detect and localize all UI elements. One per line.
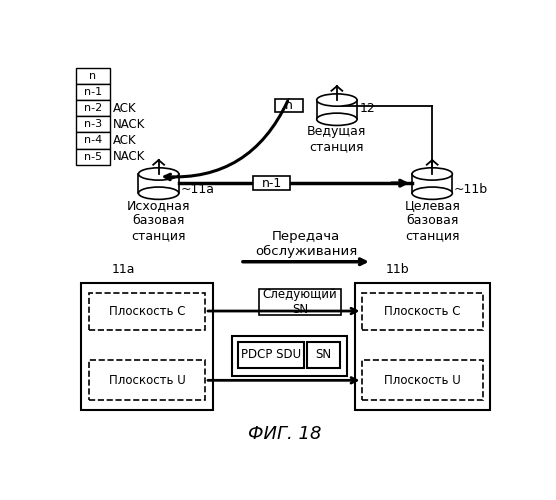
Bar <box>76 68 110 84</box>
Text: Плоскость С: Плоскость С <box>109 304 185 318</box>
Bar <box>76 148 110 164</box>
Bar <box>363 360 483 401</box>
Text: 12: 12 <box>359 102 375 116</box>
Bar <box>355 284 490 410</box>
Text: n-3: n-3 <box>84 120 102 130</box>
Ellipse shape <box>412 168 453 180</box>
Text: 11b: 11b <box>386 262 409 276</box>
Text: NACK: NACK <box>113 150 145 163</box>
Text: n: n <box>285 99 293 112</box>
Bar <box>232 336 347 376</box>
Bar <box>239 342 304 368</box>
Text: n-1: n-1 <box>262 176 282 190</box>
Text: 11a: 11a <box>112 262 136 276</box>
Text: Плоскость С: Плоскость С <box>384 304 461 318</box>
Bar <box>76 116 110 132</box>
Text: n-2: n-2 <box>83 103 102 113</box>
Text: Плоскость U: Плоскость U <box>108 374 185 387</box>
Text: ~11b: ~11b <box>454 183 488 196</box>
Bar <box>89 292 205 330</box>
Bar <box>76 132 110 148</box>
Bar <box>253 176 290 190</box>
Text: n-1: n-1 <box>84 87 102 97</box>
Ellipse shape <box>138 168 179 180</box>
Text: NACK: NACK <box>113 118 145 131</box>
Text: Плоскость U: Плоскость U <box>384 374 461 387</box>
Bar <box>307 342 340 368</box>
Text: n-5: n-5 <box>84 152 102 162</box>
Bar <box>275 98 303 112</box>
Text: ФИГ. 18: ФИГ. 18 <box>248 424 322 442</box>
Text: Передача
обслуживания: Передача обслуживания <box>255 230 357 258</box>
Ellipse shape <box>317 94 357 106</box>
Text: PDCP SDU: PDCP SDU <box>241 348 301 362</box>
Text: ~11a: ~11a <box>180 183 214 196</box>
Bar <box>89 360 205 401</box>
Text: Следующий
SN: Следующий SN <box>262 288 337 316</box>
Text: Целевая
базовая
станция: Целевая базовая станция <box>404 200 460 242</box>
Ellipse shape <box>317 113 357 126</box>
Bar <box>76 84 110 100</box>
Text: SN: SN <box>316 348 332 362</box>
Text: ACK: ACK <box>113 102 137 114</box>
Bar <box>76 100 110 116</box>
Bar <box>81 284 213 410</box>
Text: ACK: ACK <box>113 134 137 147</box>
Text: n: n <box>89 71 96 81</box>
Ellipse shape <box>412 187 453 200</box>
Bar <box>260 288 341 315</box>
Text: Ведущая
станция: Ведущая станция <box>307 126 366 154</box>
Text: n-4: n-4 <box>83 136 102 145</box>
Bar <box>317 100 357 119</box>
Bar <box>412 174 453 193</box>
Bar <box>138 174 179 193</box>
Text: Исходная
базовая
станция: Исходная базовая станция <box>127 200 190 242</box>
Bar <box>363 292 483 330</box>
Ellipse shape <box>138 187 179 200</box>
